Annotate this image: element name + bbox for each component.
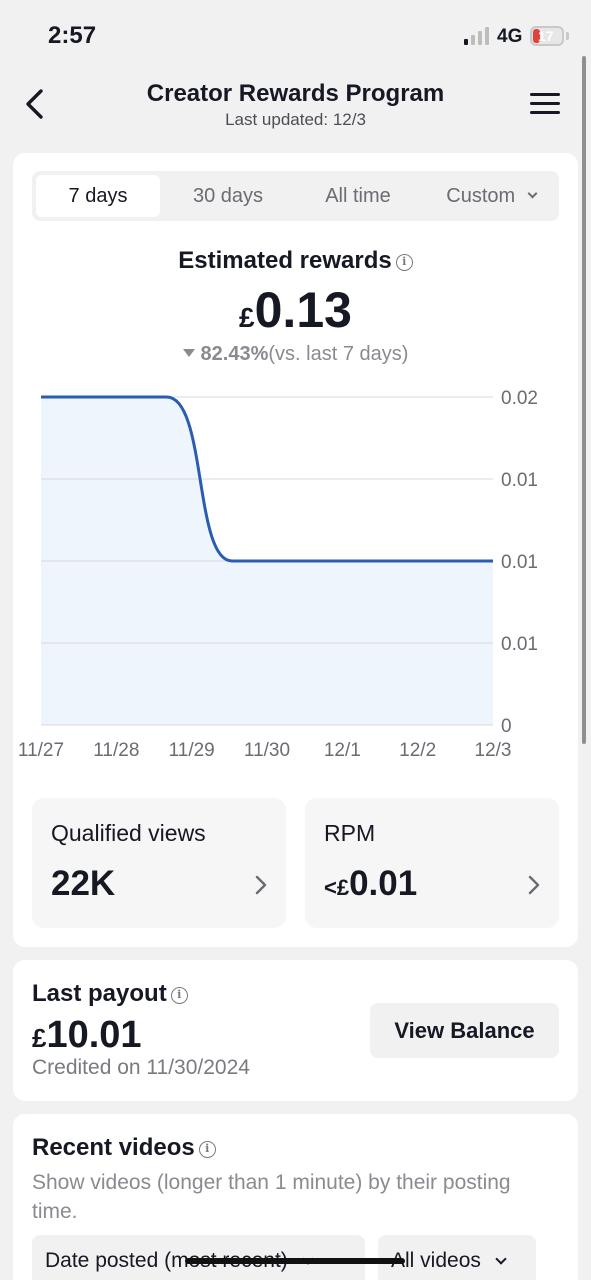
back-arrow-icon[interactable] (20, 86, 50, 122)
sort-select[interactable]: Date posted (most recent) (32, 1235, 365, 1280)
down-triangle-icon (182, 349, 195, 357)
tab-7-days[interactable]: 7 days (36, 175, 160, 217)
currency-symbol: £ (239, 302, 255, 333)
x-tick-label: 11/30 (244, 740, 290, 761)
filter-select[interactable]: All videos (378, 1235, 536, 1280)
page-title: Creator Rewards Program (146, 80, 445, 107)
home-indicator[interactable] (185, 1258, 405, 1264)
stat-label: RPM (324, 820, 376, 846)
y-tick-label: 0.01 (501, 634, 538, 655)
tab-all-time[interactable]: All time (325, 185, 391, 207)
info-icon[interactable]: i (170, 987, 188, 1004)
series-line (41, 395, 493, 563)
menu-icon[interactable] (528, 90, 562, 118)
last-payout-heading: Last payout i (32, 980, 188, 1008)
change-percent: 82.43% (200, 343, 269, 365)
filter-select-value: All videos (391, 1249, 481, 1272)
sort-select-value: Date posted (most recent) (45, 1249, 288, 1272)
rewards-chart[interactable]: 0.02 0.01 0.01 0.01 0 11/27 11/28 11/29 11/30 12/… (13, 373, 578, 763)
cellular-signal-icon (464, 27, 490, 45)
recent-videos-heading: Recent videos i (32, 1134, 216, 1162)
y-tick-label: 0.01 (501, 470, 538, 491)
chevron-down-icon (495, 1253, 507, 1265)
period-tabs: 7 days 30 days All time Custom (32, 171, 559, 221)
qualified-views-card[interactable]: Qualified views 22K (32, 798, 286, 928)
stat-number: 22K (51, 864, 116, 903)
stat-value: 22K (51, 864, 115, 904)
last-payout-label: Last payout (32, 980, 167, 1007)
payout-credited-date: Credited on 11/30/2024 (32, 1056, 250, 1079)
network-type: 4G (497, 26, 523, 47)
tab-30-days[interactable]: 30 days (192, 185, 264, 207)
recent-videos-label: Recent videos (32, 1134, 195, 1161)
scrollbar[interactable] (582, 56, 586, 744)
x-tick-label: 11/27 (18, 740, 64, 761)
battery-icon: 17 (530, 26, 564, 46)
stat-number: 0.01 (349, 864, 418, 903)
currency-symbol: £ (32, 1023, 47, 1053)
recent-videos-description: Show videos (longer than 1 minute) by th… (32, 1171, 511, 1223)
x-tick-label: 12/1 (324, 740, 361, 761)
tab-custom-label: Custom (446, 185, 516, 207)
last-updated: Last updated: 12/3 (225, 110, 366, 129)
x-tick-label: 11/28 (93, 740, 139, 761)
y-tick-label: 0.01 (501, 552, 538, 573)
chevron-right-icon (255, 875, 267, 895)
stat-currency: <£ (324, 875, 350, 900)
y-tick-label: 0.02 (501, 388, 538, 409)
rewards-change: 82.43%(vs. last 7 days) (13, 343, 578, 366)
header: Creator Rewards Program Last updated: 12… (0, 64, 591, 148)
x-tick-label: 12/3 (475, 740, 512, 761)
status-time: 2:57 (48, 22, 97, 49)
estimated-rewards-label: Estimated rewards (178, 247, 392, 274)
payout-value: 10.01 (46, 1014, 142, 1056)
battery-tip (566, 32, 569, 40)
estimated-rewards-amount: £0.13 (13, 281, 578, 339)
payout-amount: £10.01 (32, 1014, 142, 1057)
x-tick-label: 11/29 (169, 740, 215, 761)
view-balance-button[interactable]: View Balance (370, 1003, 559, 1058)
info-icon[interactable]: i (198, 1141, 216, 1158)
rewards-card: 7 days 30 days All time Custom Estimated… (13, 153, 578, 947)
stat-value: <£0.01 (324, 864, 417, 904)
rpm-card[interactable]: RPM <£0.01 (305, 798, 559, 928)
status-bar: 2:57 4G 17 (0, 0, 591, 64)
chevron-right-icon (528, 875, 540, 895)
estimated-rewards-heading: Estimated rewards i (13, 247, 578, 275)
y-tick-label: 0 (501, 716, 512, 737)
change-note: (vs. last 7 days) (268, 343, 409, 365)
stat-label: Qualified views (51, 820, 206, 846)
tab-custom[interactable]: Custom (426, 175, 556, 217)
last-payout-card: Last payout i £10.01 Credited on 11/30/20… (13, 960, 578, 1101)
info-icon[interactable]: i (395, 254, 413, 271)
recent-videos-card: Recent videos i Show videos (longer than … (13, 1114, 578, 1280)
chevron-down-icon (527, 188, 538, 199)
rewards-value: 0.13 (254, 282, 352, 338)
battery-level: 17 (538, 28, 554, 44)
x-tick-label: 12/2 (399, 740, 436, 761)
